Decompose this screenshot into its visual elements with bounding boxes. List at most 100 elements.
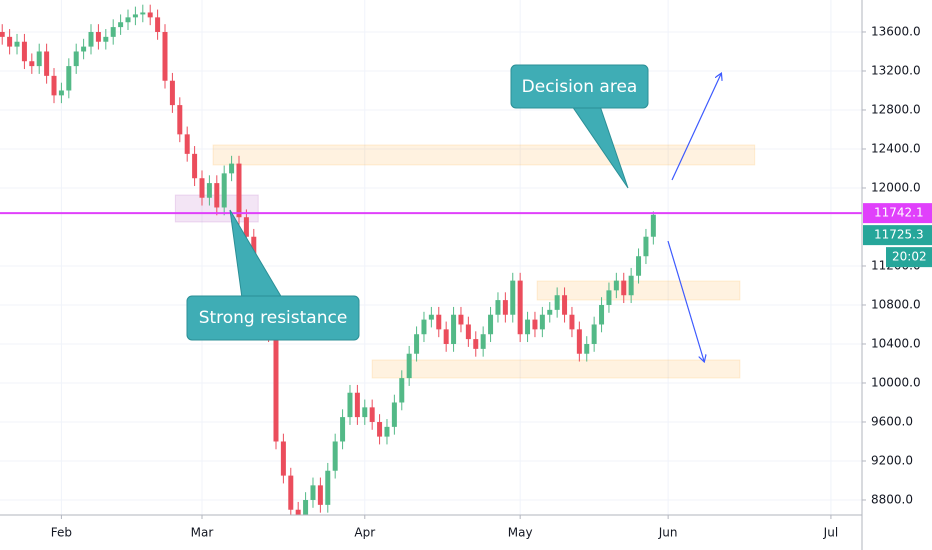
x-tick-label: Feb	[51, 526, 72, 540]
candle-body	[58, 90, 64, 96]
arrows	[667, 74, 721, 361]
candle-body	[465, 324, 471, 340]
candle-body	[525, 319, 531, 335]
y-tick-label: 8800.0	[871, 492, 913, 506]
y-tick-label: 9600.0	[871, 414, 913, 428]
candle-body	[354, 392, 360, 418]
candle-body	[332, 441, 338, 471]
callout-resistance: Strong resistance	[186, 209, 360, 341]
candle-body	[206, 183, 212, 198]
callout-pointer	[229, 209, 283, 299]
candle-body	[428, 314, 434, 320]
candle-body	[51, 75, 57, 96]
y-tick-label: 12400.0	[871, 141, 921, 155]
y-tick-label: 10400.0	[871, 336, 921, 350]
candle-body	[621, 280, 627, 296]
hline-price-label: 11742.1	[874, 206, 924, 220]
callout-decision: Decision area	[510, 64, 649, 189]
candle-body	[473, 339, 479, 349]
candle-body	[554, 295, 560, 310]
candle-body	[576, 329, 582, 354]
candle-body	[140, 12, 146, 15]
arrow-up	[671, 74, 721, 181]
callout-text: Decision area	[522, 77, 638, 97]
x-tick-label: May	[508, 526, 533, 540]
candle-body	[458, 314, 464, 325]
countdown-label: 20:02	[892, 250, 927, 264]
y-tick-label: 13200.0	[871, 63, 921, 77]
candle-body	[636, 256, 642, 276]
candle-body	[288, 475, 294, 510]
candle-body	[517, 280, 523, 335]
candle-body	[44, 51, 50, 76]
candle-body	[147, 12, 153, 18]
candle-body	[391, 402, 397, 427]
candle-body	[303, 499, 309, 525]
candle-body	[110, 27, 116, 37]
candle-body	[495, 300, 501, 315]
candle-body	[162, 31, 168, 81]
candle-body	[606, 290, 612, 305]
candle-body	[591, 324, 597, 344]
candle-body	[369, 407, 375, 422]
candle-body	[155, 17, 161, 32]
candle-body	[118, 22, 124, 28]
candle-body	[273, 334, 279, 442]
y-tick-label: 9200.0	[871, 453, 913, 467]
candle-body	[436, 314, 442, 330]
candle-body	[21, 41, 27, 62]
x-tick-label: Apr	[354, 526, 375, 540]
candle-body	[613, 280, 619, 291]
candle-body	[502, 300, 508, 315]
candle-body	[221, 173, 227, 208]
y-tick-label: 12800.0	[871, 102, 921, 116]
zones	[174, 144, 756, 379]
grid	[0, 0, 862, 515]
candle-body	[88, 31, 94, 47]
candle-body	[14, 41, 20, 47]
candle-body	[406, 353, 412, 379]
candle-body	[443, 329, 449, 344]
candle-body	[199, 178, 205, 198]
x-tick-label: Jun	[658, 526, 678, 540]
candle-body	[539, 314, 545, 330]
candle-body	[547, 309, 553, 315]
candle-body	[229, 163, 235, 174]
candle-body	[628, 275, 634, 296]
candle-body	[132, 14, 138, 18]
candle-body	[280, 441, 286, 476]
candle-body	[184, 134, 190, 154]
callout-box	[186, 295, 360, 341]
candle-body	[340, 417, 346, 442]
candle-body	[29, 61, 35, 67]
candle-body	[384, 426, 390, 437]
candle-body	[95, 31, 101, 42]
candle-body	[236, 163, 242, 218]
last-price-box	[863, 225, 932, 246]
candle-body	[310, 485, 316, 500]
candle-body	[562, 295, 568, 315]
candle-body	[125, 17, 131, 23]
y-tick-label: 10800.0	[871, 297, 921, 311]
zone	[371, 359, 741, 379]
candle-body	[510, 280, 516, 315]
candle-body	[650, 214, 656, 237]
candle-body	[584, 343, 590, 354]
candle-body	[7, 36, 13, 47]
candle-body	[66, 66, 72, 91]
x-tick-label: Jul	[823, 526, 838, 540]
x-tick-label: Mar	[191, 526, 214, 540]
arrow-down	[667, 240, 704, 361]
candle-body	[377, 421, 383, 437]
candle-body	[81, 46, 87, 52]
candle-body	[532, 319, 538, 330]
zone	[212, 144, 756, 166]
time-axis	[0, 515, 862, 550]
candle-body	[73, 51, 79, 67]
candle-body	[414, 334, 420, 354]
candle-body	[488, 314, 494, 335]
y-tick-label: 12000.0	[871, 180, 921, 194]
candle-body	[451, 314, 457, 344]
candle-body	[0, 31, 5, 37]
